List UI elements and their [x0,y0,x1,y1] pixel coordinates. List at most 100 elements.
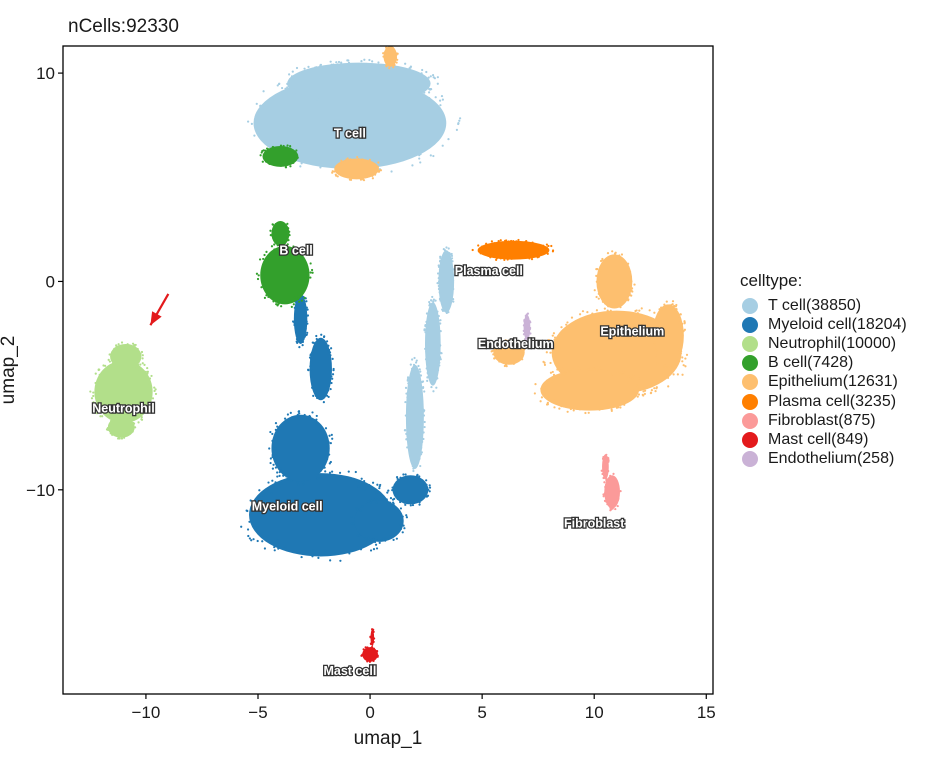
cell-point [509,340,512,343]
cell-point [424,347,427,350]
cell-point [260,286,263,289]
cell-point [653,325,657,328]
cell-point [401,95,404,98]
cell-point [451,279,455,282]
cell-point [437,314,440,318]
cell-point [678,321,681,324]
cell-point [593,368,596,371]
cell-point [603,298,606,302]
cell-point [434,96,437,99]
cell-point [331,170,334,173]
cell-point [364,646,367,649]
cell-point [117,343,120,346]
cell-point [140,410,143,413]
cell-point [107,367,110,370]
cell-point [536,256,539,259]
cell-point [406,376,410,379]
cell-point [399,69,403,72]
cell-point [298,250,301,253]
cell-point [383,51,386,54]
cell-point [299,165,302,168]
cell-point [303,160,306,163]
cell-point [267,295,270,299]
cell-point [549,351,552,354]
cell-point [555,348,558,351]
legend-label: Myeloid cell(18204) [768,315,907,333]
cell-point [298,300,301,303]
cell-point [608,504,611,507]
cell-point [263,284,266,287]
cell-point [310,268,314,272]
cell-point [395,537,398,540]
cell-point [326,394,329,397]
cell-point [427,488,430,491]
cell-point [380,103,383,106]
cell-point [428,88,432,91]
cell-point [426,363,429,366]
cell-point [676,373,679,376]
cell-point [425,350,428,353]
cell-point [626,312,629,315]
cluster-blob [362,647,378,662]
cell-point [296,156,299,159]
cell-point [585,319,588,322]
cell-point [614,251,617,254]
cell-point [663,303,666,306]
cell-point [372,628,375,631]
cell-point [427,76,430,79]
cell-point [306,308,309,311]
cell-point [273,248,276,251]
cell-point [419,141,422,145]
cell-point [96,381,99,384]
cell-point [301,72,305,75]
cell-point [332,367,335,371]
cell-point [314,66,317,69]
cell-point [296,339,299,342]
cell-point [422,414,426,417]
cell-point [421,386,425,390]
cell-point [272,463,275,466]
cell-point [309,271,312,274]
cluster-blob [493,339,525,365]
cell-point [277,242,280,246]
cell-point [292,150,296,153]
cell-point [409,72,412,75]
cell-point [593,316,596,320]
cell-point [493,357,496,360]
cell-point [671,300,675,303]
cell-point [107,358,110,361]
cell-point [394,56,398,60]
cell-point [140,367,143,371]
cell-point [522,324,526,327]
cell-point [501,341,504,344]
cell-point [524,314,527,318]
cell-point [413,370,416,373]
cell-point [653,387,656,390]
cell-point [438,291,441,294]
cell-point [372,547,376,551]
cell-point [298,412,301,415]
cell-point [458,119,461,122]
cell-point [318,101,321,104]
cell-point [449,302,452,305]
cell-point [684,365,687,368]
cell-point [369,635,372,638]
cell-point [277,483,280,486]
cell-point [333,64,336,67]
cell-point [306,314,310,317]
cell-point [609,474,612,477]
cell-point [436,282,439,285]
cell-point [429,154,432,157]
cell-point [679,352,682,355]
cell-point [584,411,587,415]
cell-point [312,420,315,423]
cell-point [418,368,421,371]
cell-point [426,486,429,489]
cluster-blob [424,302,441,386]
cell-point [303,413,306,417]
y-tick-label: 0 [46,272,55,291]
legend-item: Endothelium(258) [740,450,907,469]
cell-point [113,361,116,364]
cell-point [329,369,332,372]
cell-point [632,387,635,391]
